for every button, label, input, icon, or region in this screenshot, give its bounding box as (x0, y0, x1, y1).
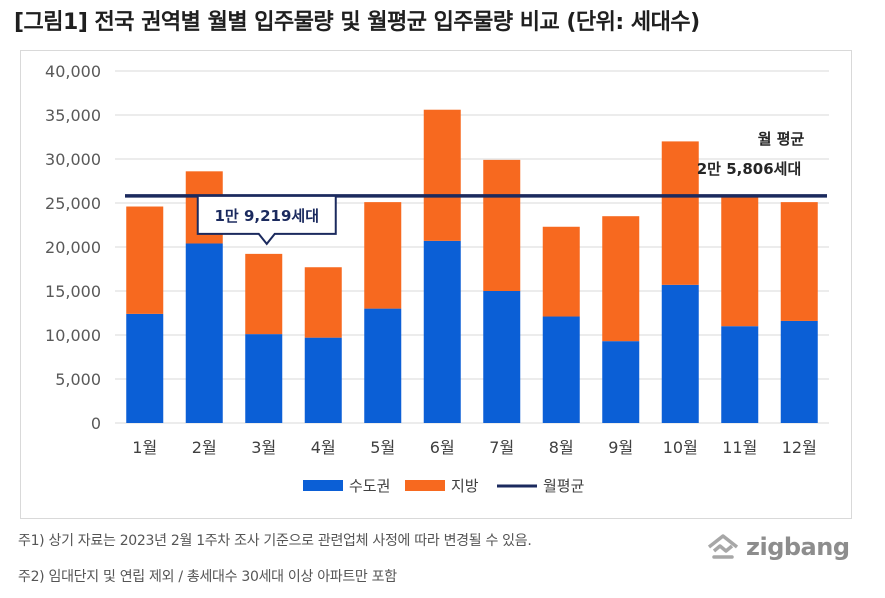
page-title: [그림1] 전국 권역별 월별 입주물량 및 월평균 입주물량 비교 (단위: … (14, 10, 700, 35)
x-tick-label: 5월 (370, 438, 395, 457)
bar-jibang (542, 226, 580, 317)
x-tick-label: 10월 (663, 438, 698, 457)
average-label-title: 월 평균 (758, 130, 805, 148)
x-tick-label: 6월 (430, 438, 455, 457)
y-tick-label: 35,000 (45, 106, 101, 125)
bar-jibang (304, 267, 342, 338)
average-line-group: 월 평균 2만 5,806세대 (125, 130, 827, 198)
bar-sudogwon (721, 326, 759, 423)
x-tick-label: 8월 (549, 438, 574, 457)
bar-jibang (780, 202, 818, 321)
y-tick-label: 5,000 (55, 370, 101, 389)
bar-sudogwon (245, 334, 283, 423)
legend-label: 수도권 (349, 477, 390, 495)
x-axis: 1월 2월 3월 4월 5월 6월 7월 8월 9월 10월 11월 12월 (132, 438, 817, 457)
legend-label: 월평균 (543, 477, 585, 495)
x-tick-label: 2월 (192, 438, 217, 457)
y-axis: 0 5,000 10,000 15,000 20,000 25,000 30,000 35,0… (45, 62, 101, 433)
bar-jibang (245, 253, 283, 335)
y-tick-label: 10,000 (45, 326, 101, 345)
bar-jibang (423, 109, 461, 241)
legend-swatch (405, 480, 445, 491)
footnote-2: 주2) 임대단지 및 연립 제외 / 총세대수 30세대 이상 아파트만 포함 (18, 569, 397, 585)
callout-text: 1만 9,219세대 (214, 207, 319, 225)
logo-text: zigbang (746, 533, 850, 561)
y-tick-label: 30,000 (45, 150, 101, 169)
callout-group: 1만 9,219세대 (196, 194, 337, 246)
x-tick-label: 12월 (782, 438, 817, 457)
y-tick-label: 40,000 (45, 62, 101, 81)
bar-sudogwon (423, 240, 461, 423)
chart-container: 0 5,000 10,000 15,000 20,000 25,000 30,000 35,0… (20, 50, 852, 519)
y-tick-label: 0 (91, 414, 101, 433)
stacked-bar-chart: 0 5,000 10,000 15,000 20,000 25,000 30,000 35,0… (45, 62, 829, 495)
bar-jibang (661, 141, 699, 285)
bar-sudogwon (780, 320, 818, 423)
bars (126, 109, 818, 423)
x-tick-label: 3월 (251, 438, 276, 457)
footnote-1: 주1) 상기 자료는 2023년 2월 1주차 조사 기준으로 관련업체 사정에… (18, 533, 532, 549)
zigbang-logo: zigbang (706, 532, 866, 562)
bar-sudogwon (483, 291, 521, 423)
bar-sudogwon (661, 284, 699, 423)
zigbang-logo-icon (707, 534, 739, 559)
x-tick-label: 9월 (608, 438, 633, 457)
y-tick-label: 20,000 (45, 238, 101, 257)
bar-jibang (126, 206, 164, 314)
x-tick-label: 4월 (311, 438, 336, 457)
x-tick-label: 1월 (132, 438, 157, 457)
bar-sudogwon (542, 316, 580, 423)
average-label-value: 2만 5,806세대 (697, 160, 802, 178)
x-tick-label: 7월 (489, 438, 514, 457)
bar-sudogwon (602, 341, 640, 423)
bar-jibang (364, 202, 402, 309)
y-tick-label: 15,000 (45, 282, 101, 301)
bar-sudogwon (126, 313, 164, 423)
bar-sudogwon (364, 308, 402, 423)
bar-sudogwon (185, 243, 223, 423)
bar-jibang (721, 195, 759, 327)
y-tick-label: 25,000 (45, 194, 101, 213)
legend-swatch (303, 480, 343, 491)
bar-sudogwon (304, 337, 342, 423)
legend-label: 지방 (451, 477, 479, 495)
x-tick-label: 11월 (722, 438, 757, 457)
bar-jibang (483, 159, 521, 291)
legend: 수도권 지방 월평균 (303, 477, 585, 495)
bar-jibang (602, 216, 640, 342)
callout-box (196, 194, 337, 246)
